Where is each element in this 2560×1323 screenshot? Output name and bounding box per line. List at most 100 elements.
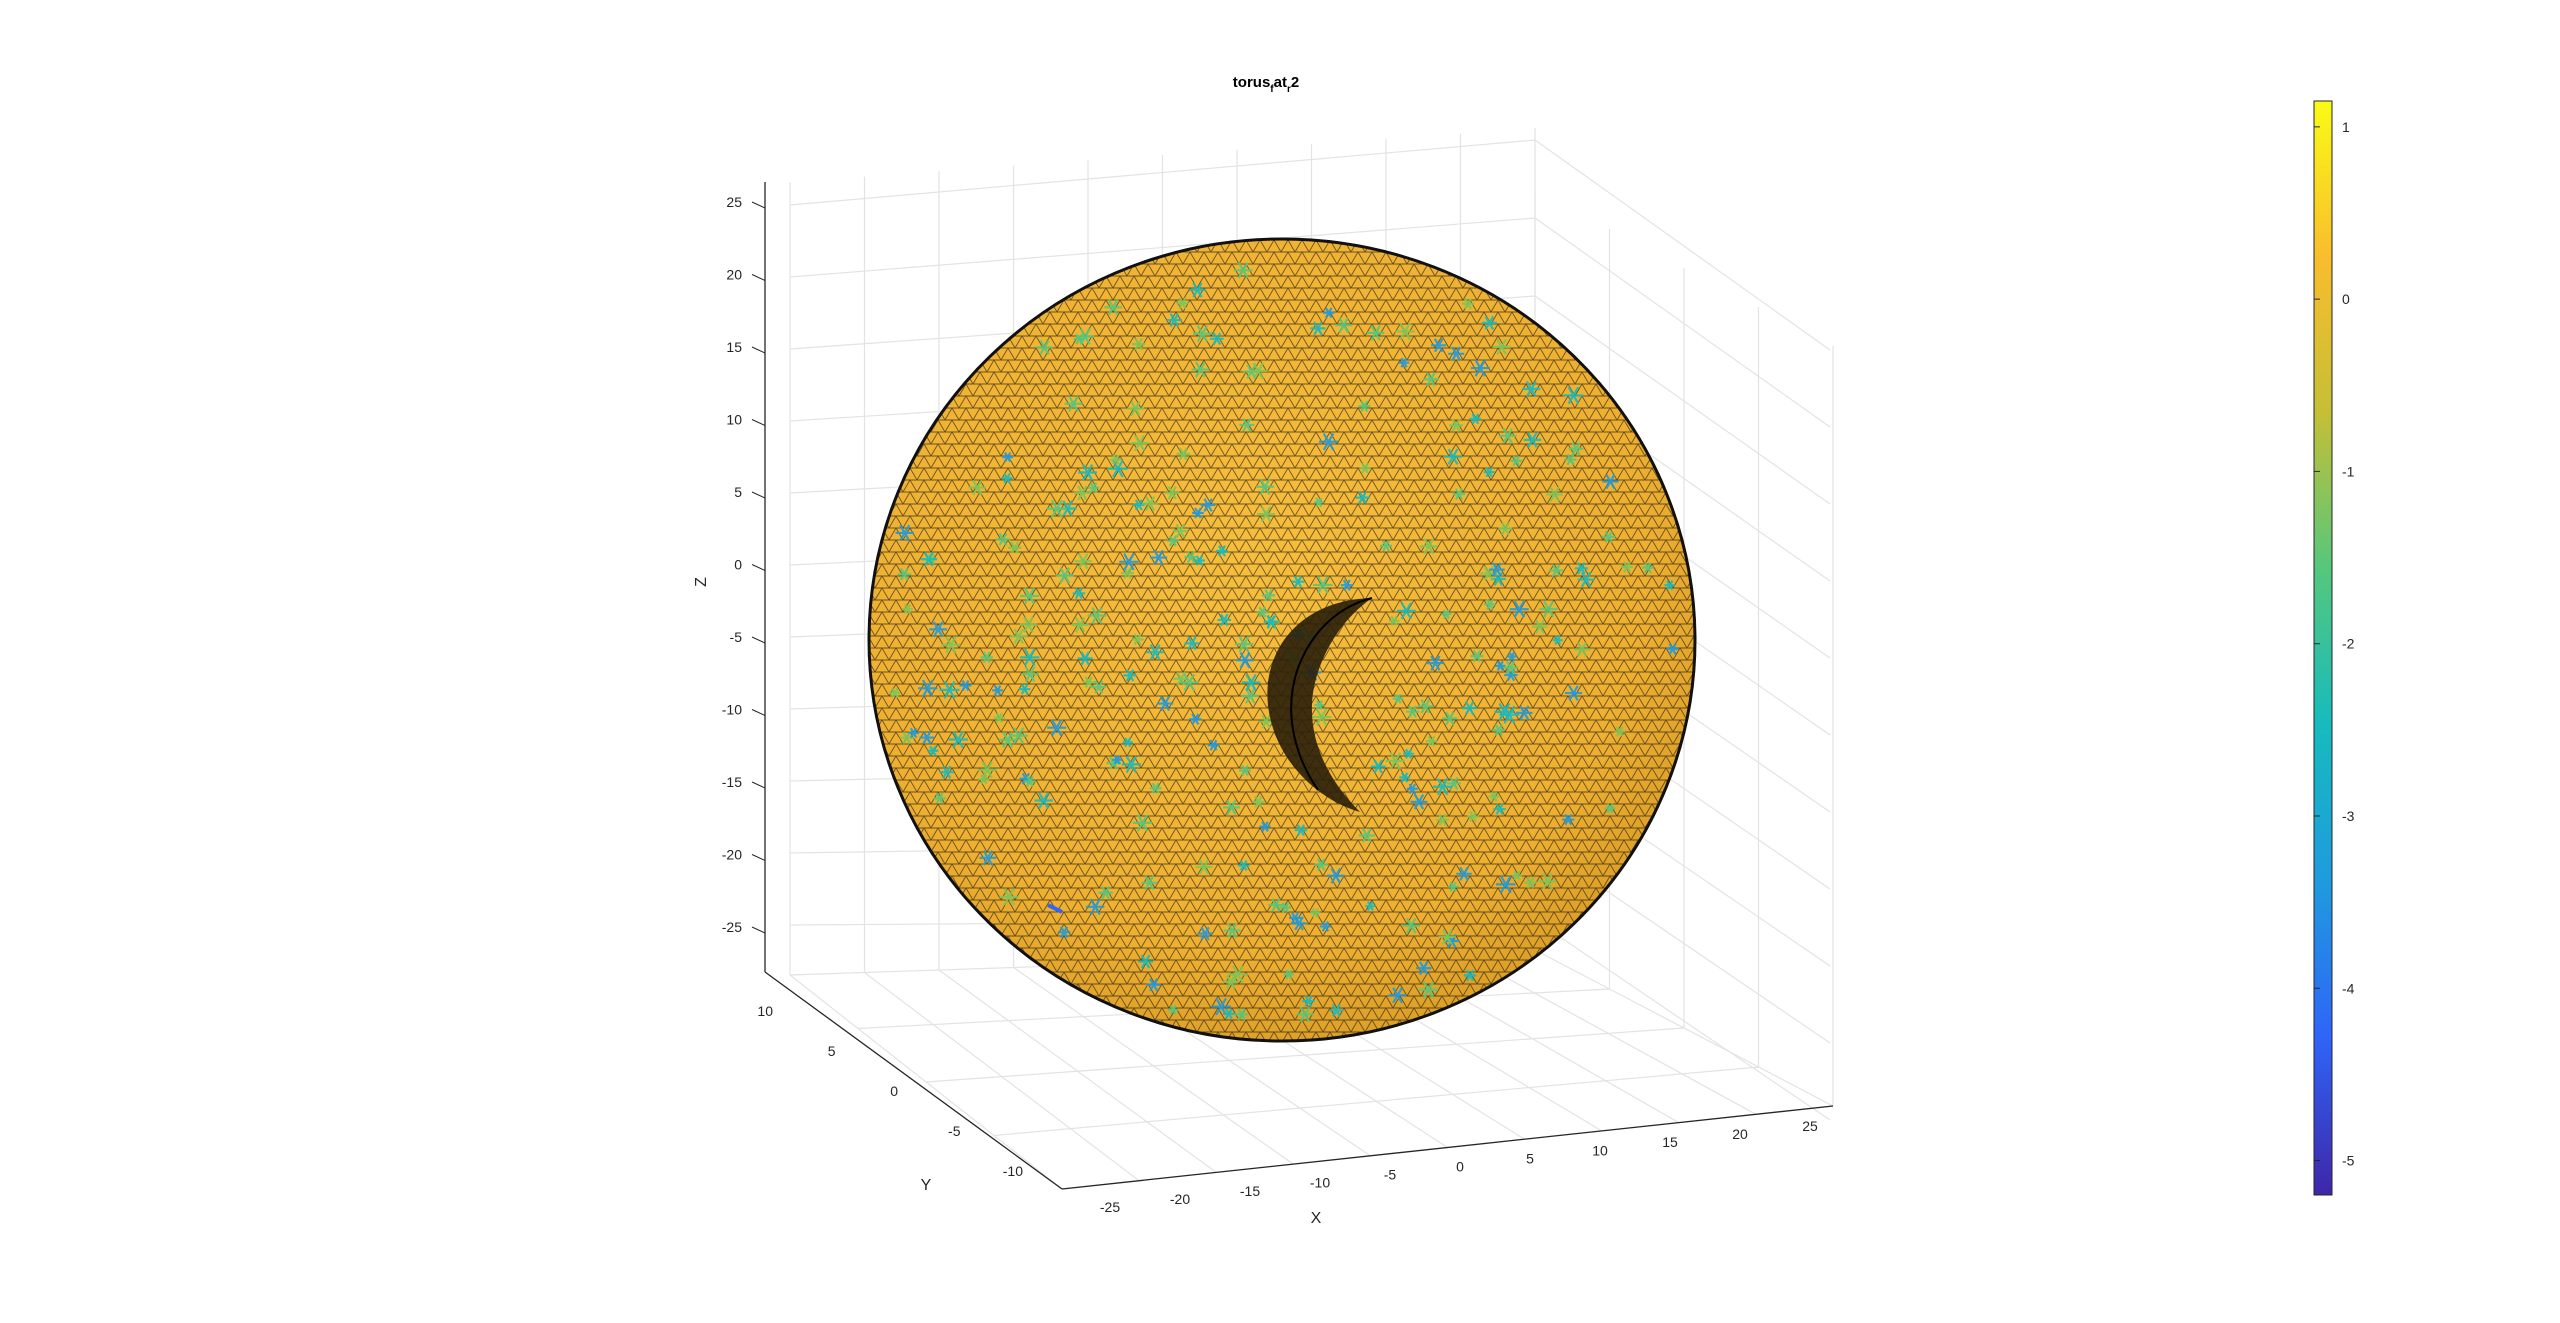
z-tick-mark xyxy=(751,274,766,281)
mesh-vertex-marker xyxy=(1131,337,1146,351)
x-axis-label: X xyxy=(1311,1210,1322,1227)
x-tick-label: -5 xyxy=(1384,1167,1397,1183)
mesh-vertex-marker xyxy=(1073,485,1091,501)
mesh-vertex-marker xyxy=(1122,737,1133,748)
mesh-vertex-marker xyxy=(1121,755,1142,774)
z-tick-mark xyxy=(751,926,766,934)
mesh-vertex-marker xyxy=(1425,735,1438,747)
mesh-vertex-marker xyxy=(1002,452,1013,463)
torus-inner-hole xyxy=(1267,598,1372,812)
x-tick-label: 0 xyxy=(1456,1159,1464,1175)
mesh-vertex-marker xyxy=(1327,867,1345,884)
svg-text:torusfatr2: torusfatr2 xyxy=(1233,74,1299,95)
mesh-vertex-marker xyxy=(1223,922,1241,939)
mesh-vertex-marker xyxy=(1034,792,1053,809)
mesh-vertex-marker xyxy=(1078,463,1097,481)
mesh-vertex-marker xyxy=(1192,325,1212,343)
mesh-vertex-marker xyxy=(1235,651,1255,669)
mesh-vertex-marker xyxy=(1215,545,1229,557)
mesh-vertex-marker xyxy=(1410,794,1428,810)
mesh-vertex-marker xyxy=(897,568,912,581)
grid-line-side xyxy=(1534,217,1831,428)
mesh-vertex-marker xyxy=(1294,824,1308,837)
mesh-vertex-marker xyxy=(1021,666,1039,683)
mesh-vertex-marker xyxy=(1318,433,1339,451)
mesh-vertex-marker xyxy=(1642,562,1654,574)
mesh-vertex-marker xyxy=(1064,395,1083,412)
mesh-vertex-marker xyxy=(1367,324,1385,341)
x-tick-label: 25 xyxy=(1802,1118,1818,1134)
mesh-vertex-marker xyxy=(1009,727,1029,745)
z-tick-labels: 25 20 15 10 5 0 -5 -10 -15 -20 -25 xyxy=(722,194,766,935)
mesh-vertex-marker xyxy=(1239,764,1251,777)
mesh-vertex-marker xyxy=(889,687,901,699)
mesh-vertex-marker xyxy=(1313,497,1324,508)
mesh-vertex-marker xyxy=(1313,576,1333,594)
mesh-vertex-marker xyxy=(1568,441,1584,456)
x-tick-label: 20 xyxy=(1732,1126,1748,1142)
z-tick-mark xyxy=(751,781,766,789)
mesh-vertex-marker xyxy=(1398,357,1410,368)
mesh-vertex-marker xyxy=(1192,507,1204,519)
mesh-vertex-marker xyxy=(1164,486,1180,500)
z-tick-label: -25 xyxy=(722,919,742,935)
mesh-vertex-marker xyxy=(1279,902,1292,913)
mesh-vertex-marker xyxy=(1018,683,1031,695)
mesh-vertex-marker xyxy=(1365,901,1376,911)
mesh-vertex-marker xyxy=(1573,641,1591,657)
mesh-vertex-marker xyxy=(1441,609,1452,620)
mesh-vertex-marker xyxy=(1405,705,1420,718)
mesh-vertex-marker xyxy=(1402,917,1420,934)
mesh-vertex-marker xyxy=(919,730,935,745)
y-axis-label: Y xyxy=(921,1177,932,1194)
mesh-vertex-marker xyxy=(978,774,990,785)
mesh-vertex-marker xyxy=(902,604,913,614)
z-tick-mark xyxy=(751,491,766,499)
mesh-vertex-marker xyxy=(1447,881,1459,892)
mesh-vertex-marker xyxy=(1565,685,1583,701)
mesh-vertex-marker xyxy=(1291,575,1305,588)
z-tick-label: -20 xyxy=(722,847,742,863)
mesh-vertex-marker xyxy=(1467,810,1479,823)
mesh-vertex-marker xyxy=(1223,1008,1235,1020)
mesh-vertex-marker xyxy=(993,712,1005,724)
mesh-vertex-marker xyxy=(1132,499,1145,511)
z-tick-label: -15 xyxy=(722,774,742,790)
mesh-vertex-marker xyxy=(1076,328,1095,345)
mesh-vertex-marker xyxy=(948,730,968,749)
mesh-vertex-marker xyxy=(1179,673,1199,692)
mesh-vertex-marker xyxy=(1359,462,1371,474)
mesh-vertex-marker xyxy=(1010,628,1028,645)
x-tick-label: -25 xyxy=(1100,1199,1120,1215)
x-tick-labels: -25 -20 -15 -10 -5 0 5 10 15 20 25 xyxy=(1100,1118,1818,1215)
mesh-vertex-marker xyxy=(1522,380,1541,398)
mesh-vertex-marker xyxy=(1422,371,1439,387)
mesh-vertex-marker xyxy=(1024,775,1036,787)
mesh-vertex-marker xyxy=(1498,427,1517,444)
mesh-vertex-marker xyxy=(1493,803,1506,815)
mesh-vertex-marker xyxy=(1123,669,1137,682)
mesh-vertex-marker xyxy=(980,651,993,664)
z-tick-label: 10 xyxy=(726,412,742,428)
mesh-vertex-marker xyxy=(1217,613,1232,627)
mesh-vertex-marker xyxy=(939,765,954,779)
mesh-vertex-marker xyxy=(1141,496,1159,512)
mesh-vertex-marker xyxy=(1234,635,1254,653)
outlier-vertex xyxy=(1047,903,1063,914)
mesh-vertex-marker xyxy=(1168,1004,1179,1015)
mesh-vertex-marker xyxy=(1130,434,1149,452)
mesh-vertex-marker xyxy=(1463,969,1477,982)
mesh-vertex-marker xyxy=(1538,873,1557,890)
grid-line-side xyxy=(1534,919,1831,1121)
mesh-vertex-marker xyxy=(1431,338,1447,353)
colorbar-tick-label: -4 xyxy=(2342,980,2355,996)
mesh-vertex-marker xyxy=(1314,858,1328,871)
mesh-vertex-marker xyxy=(1403,748,1414,759)
mesh-vertex-marker xyxy=(1264,615,1278,629)
grid-line-back-horizontal xyxy=(789,139,1536,206)
mesh-vertex-marker xyxy=(1406,783,1418,795)
mesh-vertex-marker xyxy=(1189,713,1202,726)
mesh-vertex-marker xyxy=(1452,488,1466,500)
mesh-vertex-marker xyxy=(1319,921,1331,932)
z-tick-mark xyxy=(751,346,766,354)
